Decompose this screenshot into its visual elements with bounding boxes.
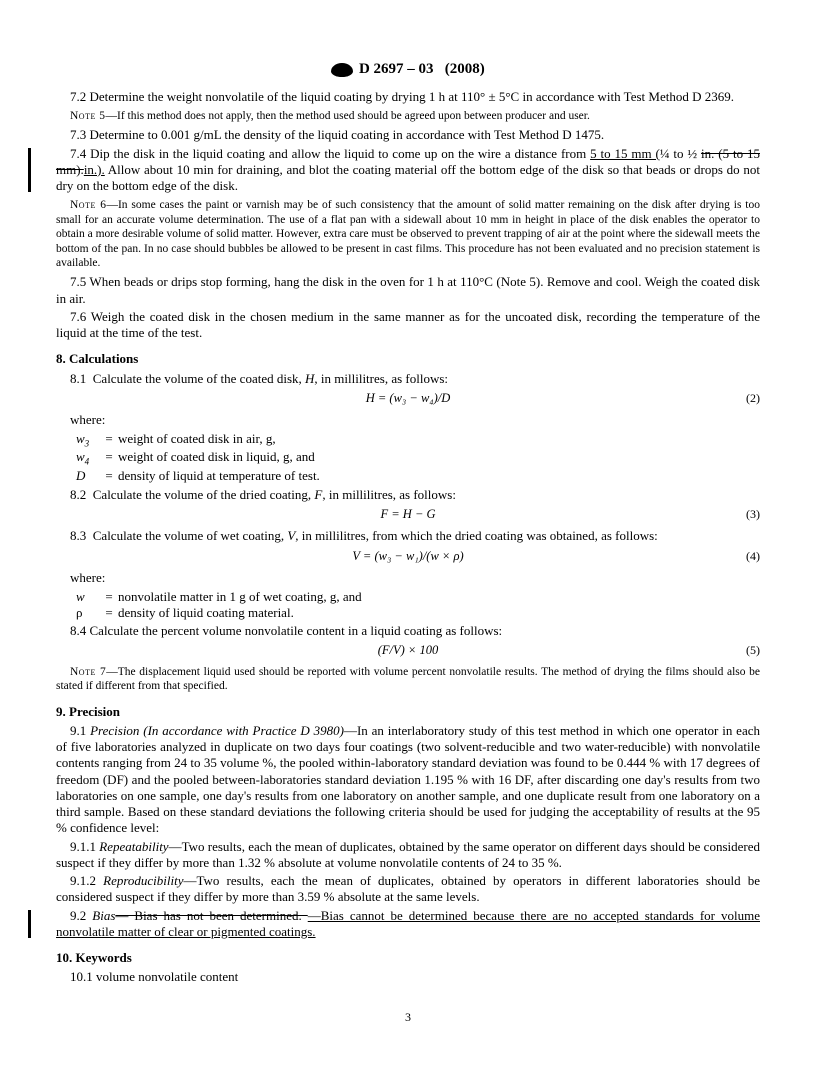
equation-2: H = (w₃ − w₄)/D (2) bbox=[56, 391, 760, 407]
para-8-3: 8.3 Calculate the volume of wet coating,… bbox=[56, 528, 760, 544]
eq4-formula: V = (w₃ − w₁)/(w × ρ) bbox=[352, 549, 463, 565]
p7-4-b: ¼ to ½ bbox=[660, 146, 701, 161]
p9-1-ital: Precision (In accordance with Practice D… bbox=[90, 723, 344, 738]
page-number: 3 bbox=[56, 1010, 760, 1025]
sym-D: D bbox=[76, 468, 100, 484]
p9-1-rest: —In an interlaboratory study of this tes… bbox=[56, 723, 760, 836]
note-6-label: Note 6 bbox=[70, 199, 106, 211]
para-7-6: 7.6 Weigh the coated disk in the chosen … bbox=[56, 309, 760, 342]
eq2-number: (2) bbox=[450, 391, 760, 406]
page-header: D 2697 – 03 (2008) bbox=[56, 60, 760, 79]
p9-1-2-lead: 9.1.2 bbox=[70, 873, 103, 888]
p9-1-2-ital: Reproducibility bbox=[103, 873, 183, 888]
def-rho: density of liquid coating material. bbox=[118, 605, 760, 621]
para-7-5: 7.5 When beads or drips stop forming, ha… bbox=[56, 274, 760, 307]
eq4-number: (4) bbox=[464, 549, 760, 564]
where-list-1: w3=weight of coated disk in air, g, w4=w… bbox=[76, 431, 760, 485]
p9-2-ital: Bias bbox=[92, 908, 115, 923]
sym-w4: w4 bbox=[76, 449, 100, 468]
p7-4-c: Allow about 10 min for draining, and blo… bbox=[56, 162, 760, 193]
eq3-number: (3) bbox=[443, 507, 760, 522]
para-7-4: 7.4 Dip the disk in the liquid coating a… bbox=[56, 146, 760, 195]
para-8-2: 8.2 Calculate the volume of the dried co… bbox=[56, 487, 760, 503]
sym-w3: w3 bbox=[76, 431, 100, 450]
equation-3: F = H − G (3) bbox=[56, 507, 760, 523]
section-10: 10. Keywords bbox=[56, 950, 760, 966]
p9-2-del: — Bias has not been determined. bbox=[115, 908, 307, 923]
eq5-formula: (F/V) × 100 bbox=[373, 643, 443, 659]
para-8-4: 8.4 Calculate the percent volume nonvola… bbox=[56, 623, 760, 639]
astm-logo bbox=[331, 63, 353, 77]
note-7: Note 7—The displacement liquid used shou… bbox=[56, 665, 760, 694]
def-D: density of liquid at temperature of test… bbox=[118, 468, 760, 484]
p9-1-1-ital: Repeatability bbox=[99, 839, 168, 854]
para-7-2: 7.2 Determine the weight nonvolatile of … bbox=[56, 89, 760, 105]
para-9-1-1: 9.1.1 Repeatability—Two results, each th… bbox=[56, 839, 760, 872]
designation: D 2697 – 03 bbox=[359, 61, 434, 77]
para-9-1-2: 9.1.2 Reproducibility—Two results, each … bbox=[56, 873, 760, 906]
para-10-1: 10.1 volume nonvolatile content bbox=[56, 969, 760, 985]
p7-4-ins2: in.). bbox=[84, 162, 105, 177]
equation-5: (F/V) × 100 (5) bbox=[56, 643, 760, 659]
p9-1-1-lead: 9.1.1 bbox=[70, 839, 99, 854]
p7-4-ins1: 5 to 15 mm ( bbox=[590, 146, 660, 161]
note-5-label: Note 5 bbox=[70, 110, 105, 122]
para-9-2: 9.2 Bias— Bias has not been determined. … bbox=[56, 908, 760, 941]
eq3-formula: F = H − G bbox=[373, 507, 443, 523]
def-w3: weight of coated disk in air, g, bbox=[118, 431, 760, 450]
where-label-2: where: bbox=[70, 570, 760, 586]
def-w4: weight of coated disk in liquid, g, and bbox=[118, 449, 760, 468]
p9-2-lead: 9.2 bbox=[70, 908, 92, 923]
section-9: 9. Precision bbox=[56, 704, 760, 720]
note-5-text: —If this method does not apply, then the… bbox=[105, 110, 589, 122]
note-7-text: —The displacement liquid used should be … bbox=[56, 666, 760, 692]
eq5-number: (5) bbox=[443, 643, 760, 658]
p7-4-a: 7.4 Dip the disk in the liquid coating a… bbox=[70, 146, 590, 161]
designation-year: (2008) bbox=[445, 61, 485, 77]
para-7-3: 7.3 Determine to 0.001 g/mL the density … bbox=[56, 127, 760, 143]
def-w: nonvolatile matter in 1 g of wet coating… bbox=[118, 589, 760, 605]
note-7-label: Note 7 bbox=[70, 666, 106, 678]
p9-1-lead: 9.1 bbox=[70, 723, 90, 738]
note-6: Note 6—In some cases the paint or varnis… bbox=[56, 198, 760, 270]
sym-rho: ρ bbox=[76, 605, 100, 621]
para-8-1: 8.1 Calculate the volume of the coated d… bbox=[56, 371, 760, 387]
note-6-text: —In some cases the paint or varnish may … bbox=[56, 199, 760, 269]
para-9-1: 9.1 Precision (In accordance with Practi… bbox=[56, 723, 760, 837]
eq2-formula: H = (w₃ − w₄)/D bbox=[366, 391, 451, 407]
equation-4: V = (w₃ − w₁)/(w × ρ) (4) bbox=[56, 549, 760, 565]
note-5: Note 5—If this method does not apply, th… bbox=[56, 109, 760, 123]
where-list-2: w=nonvolatile matter in 1 g of wet coati… bbox=[76, 589, 760, 622]
section-8: 8. Calculations bbox=[56, 351, 760, 367]
where-label-1: where: bbox=[70, 412, 760, 428]
sym-w: w bbox=[76, 589, 100, 605]
